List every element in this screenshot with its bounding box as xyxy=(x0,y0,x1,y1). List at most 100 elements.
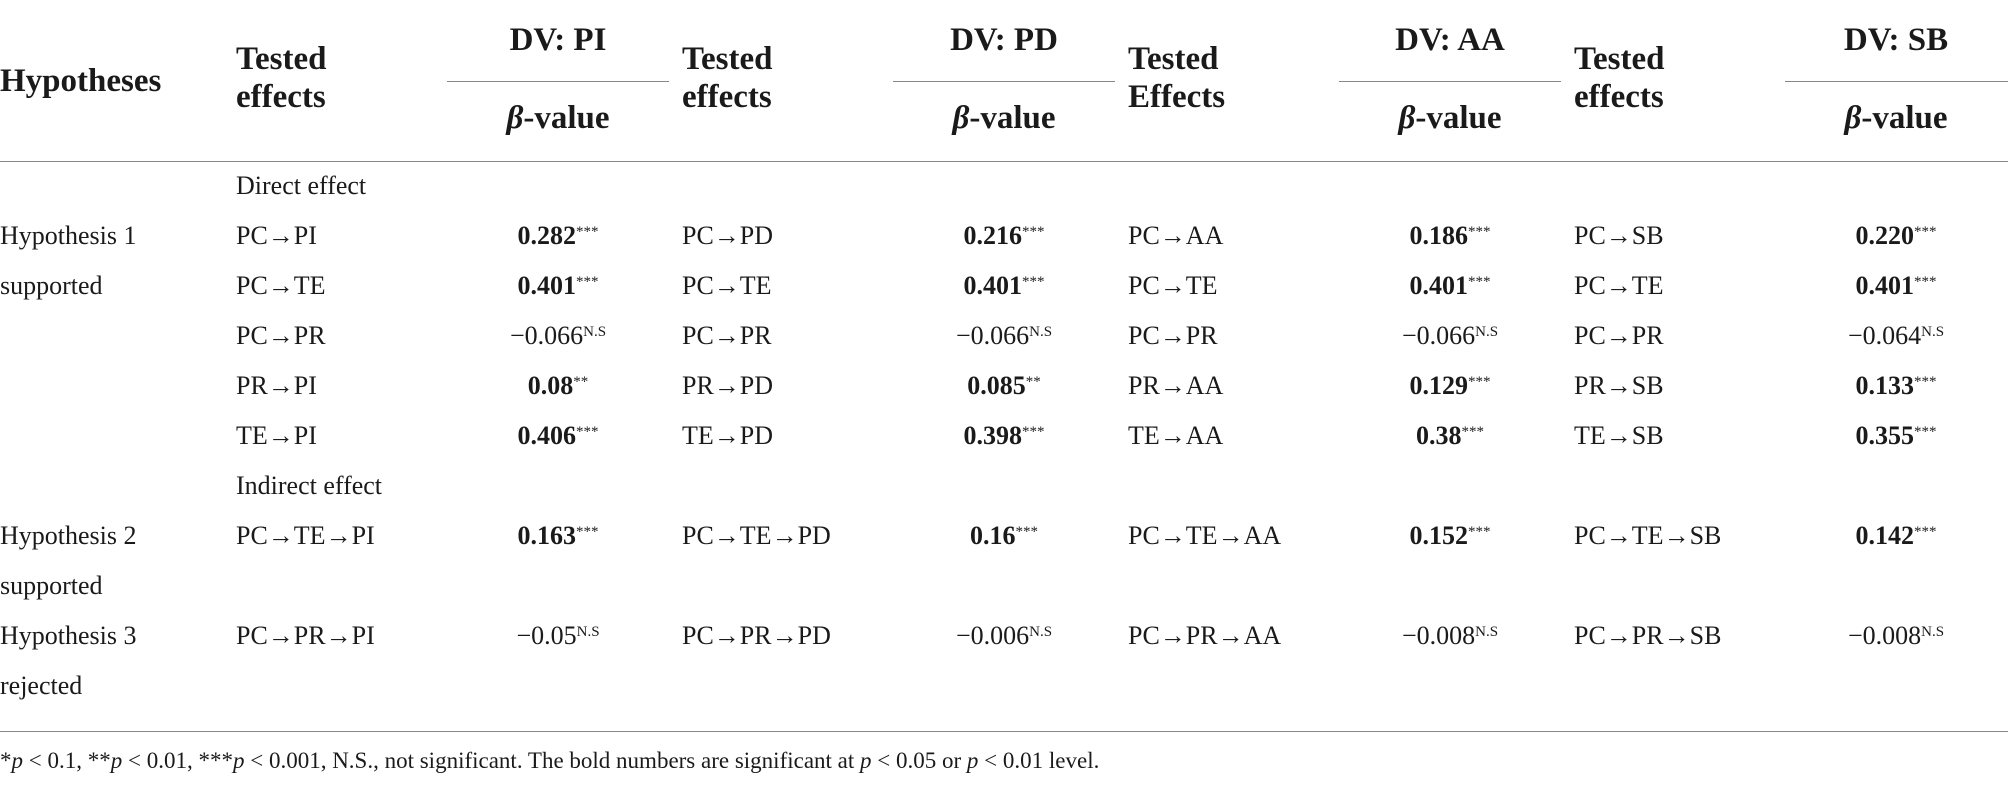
beta-value: 0.401*** xyxy=(447,271,669,301)
beta-value: −0.066N.S xyxy=(447,321,669,351)
beta-value: 0.401*** xyxy=(893,271,1115,301)
tested-effect: PC→TE→SB xyxy=(1574,521,1722,550)
beta-value: 0.152*** xyxy=(1339,521,1561,551)
tested-effect: PC→PR→PD xyxy=(682,621,831,650)
significance-marker: *** xyxy=(576,274,599,290)
beta-value: 0.129*** xyxy=(1339,371,1561,401)
table-bottom-rule xyxy=(0,731,2008,732)
dv-underline xyxy=(447,81,669,82)
tested-effect: PC→TE xyxy=(1574,271,1664,300)
coefficient: −0.066 xyxy=(1401,321,1476,350)
significance-marker: *** xyxy=(1914,224,1937,240)
beta-value: 0.186*** xyxy=(1339,221,1561,251)
significance-marker: *** xyxy=(1468,274,1491,290)
beta-value: 0.220*** xyxy=(1785,221,2007,251)
coefficient: 0.220 xyxy=(1855,221,1915,250)
beta-value-header: β-value xyxy=(1398,100,1502,136)
hypothesis-status: supported xyxy=(0,571,103,600)
coefficient: 0.08 xyxy=(527,371,574,400)
significance-marker: N.S xyxy=(1475,624,1499,640)
beta-value: 0.401*** xyxy=(1339,271,1561,301)
tested-effect: PR→PI xyxy=(236,371,317,400)
tested-effect: PC→TE xyxy=(1128,271,1218,300)
significance-marker: ** xyxy=(1025,374,1041,390)
tested-effect: PC→PI xyxy=(236,221,317,250)
beta-value: 0.142*** xyxy=(1785,521,2007,551)
beta-value: −0.05N.S xyxy=(447,621,669,651)
coefficient: 0.282 xyxy=(517,221,577,250)
significance-marker: *** xyxy=(1461,424,1485,440)
dv-underline xyxy=(1339,81,1561,82)
coefficient: 0.085 xyxy=(967,371,1026,400)
beta-value: 0.282*** xyxy=(447,221,669,251)
coefficient: −0.008 xyxy=(1847,621,1922,650)
significance-marker: *** xyxy=(1022,424,1045,440)
tested-effect: PC→TE→PD xyxy=(682,521,831,550)
tested-effect: PR→SB xyxy=(1574,371,1664,400)
coefficient: 0.401 xyxy=(963,271,1023,300)
coefficient: 0.406 xyxy=(517,421,577,450)
tested-effect: PC→TE xyxy=(236,271,326,300)
header-top-rule xyxy=(0,161,2008,162)
tested-effect: PC→PR xyxy=(682,321,772,350)
tested-effect: PC→PR→SB xyxy=(1574,621,1722,650)
tested-effect: PC→PR xyxy=(236,321,326,350)
tested-effect: PC→TE→AA xyxy=(1128,521,1282,550)
coefficient: −0.006 xyxy=(955,621,1030,650)
significance-marker: *** xyxy=(1914,374,1937,390)
hypothesis-label: Hypothesis 2 xyxy=(0,521,137,550)
significance-marker: N.S xyxy=(1921,624,1945,640)
dv-underline xyxy=(1785,81,2008,82)
tested-effect: PC→TE→PI xyxy=(236,521,375,550)
coefficient: 0.401 xyxy=(1855,271,1915,300)
dv-underline xyxy=(893,81,1115,82)
significance-marker: N.S xyxy=(583,324,607,340)
tested-effect: PC→SB xyxy=(1574,221,1664,250)
significance-marker: *** xyxy=(1468,224,1491,240)
coefficient: −0.05 xyxy=(516,621,577,650)
beta-value-header: β-value xyxy=(1844,100,1948,136)
dv-header: DV: PI xyxy=(509,22,607,58)
beta-value: −0.064N.S xyxy=(1785,321,2007,351)
beta-value: −0.008N.S xyxy=(1785,621,2007,651)
beta-value-header: β-value xyxy=(506,100,610,136)
tested-effect: TE→SB xyxy=(1574,421,1664,450)
coefficient: 0.401 xyxy=(517,271,577,300)
tested-effect: PC→PR→AA xyxy=(1128,621,1282,650)
coefficient: −0.064 xyxy=(1847,321,1922,350)
coefficient: 0.129 xyxy=(1409,371,1469,400)
significance-marker: *** xyxy=(1468,374,1491,390)
coefficient: −0.008 xyxy=(1401,621,1476,650)
significance-marker: *** xyxy=(1914,424,1937,440)
significance-marker: *** xyxy=(1015,524,1039,540)
hypotheses-header: Hypotheses xyxy=(0,63,162,99)
tested-effect: PR→AA xyxy=(1128,371,1224,400)
tested-effect: PC→AA xyxy=(1128,221,1224,250)
beta-value: −0.008N.S xyxy=(1339,621,1561,651)
significance-marker: ** xyxy=(573,374,589,390)
tested-effect: TE→PD xyxy=(682,421,773,450)
coefficient: 0.355 xyxy=(1855,421,1915,450)
table-footnote: *p < 0.1, **p < 0.01, ***p < 0.001, N.S.… xyxy=(0,748,1100,773)
significance-marker: *** xyxy=(1914,274,1937,290)
significance-marker: *** xyxy=(576,424,599,440)
beta-value: 0.216*** xyxy=(893,221,1115,251)
coefficient: 0.133 xyxy=(1855,371,1915,400)
tested-effect: PC→PR xyxy=(1574,321,1664,350)
significance-marker: N.S xyxy=(1921,324,1945,340)
significance-marker: *** xyxy=(1022,274,1045,290)
beta-value: 0.406*** xyxy=(447,421,669,451)
significance-marker: N.S xyxy=(1475,324,1499,340)
beta-value: 0.085** xyxy=(893,371,1115,401)
coefficient: 0.398 xyxy=(963,421,1023,450)
coefficient: 0.216 xyxy=(963,221,1023,250)
section-indirect-label: Indirect effect xyxy=(236,471,383,500)
beta-value: 0.355*** xyxy=(1785,421,2007,451)
beta-value: −0.066N.S xyxy=(893,321,1115,351)
coefficient: 0.401 xyxy=(1409,271,1469,300)
significance-marker: *** xyxy=(576,524,599,540)
coefficient: −0.066 xyxy=(509,321,584,350)
significance-marker: *** xyxy=(1022,224,1045,240)
coefficient: 0.38 xyxy=(1416,421,1462,450)
beta-value: 0.16*** xyxy=(893,521,1115,551)
